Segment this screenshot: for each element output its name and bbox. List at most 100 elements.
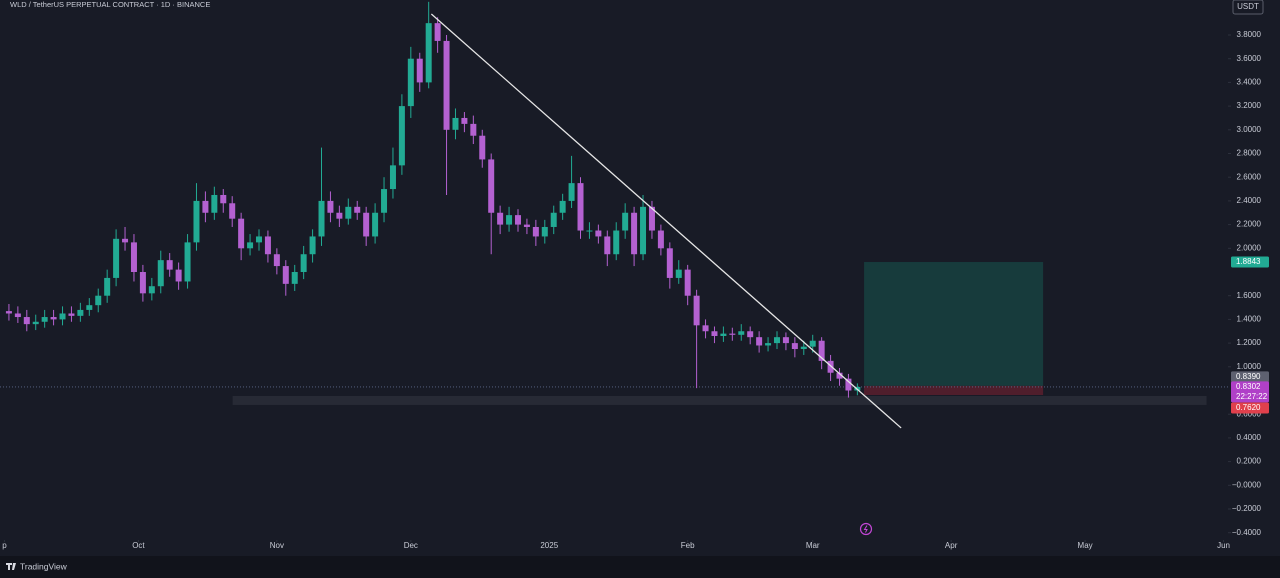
- brand-logo: [6, 563, 16, 570]
- y-tick-label: −0.4000: [1232, 528, 1262, 537]
- y-tick-label: 3.4000: [1237, 78, 1262, 87]
- candle-body: [86, 305, 93, 310]
- currency-box[interactable]: [1232, 0, 1264, 15]
- currency[interactable]: USDT: [1237, 2, 1259, 11]
- candle-body: [282, 266, 289, 284]
- candle-body: [514, 215, 521, 225]
- candle-body: [595, 230, 602, 237]
- candle-body: [604, 236, 611, 255]
- candle-body: [622, 212, 629, 231]
- x-tick-label: Feb: [681, 541, 695, 550]
- candle-body: [648, 206, 655, 231]
- candle-body: [175, 269, 182, 282]
- candle-body: [32, 321, 39, 325]
- x-tick-label: Nov: [270, 541, 284, 550]
- candle-body: [827, 360, 834, 373]
- candle-body: [327, 200, 334, 213]
- zone: [232, 395, 1207, 405]
- x-tick-label: Jun: [1217, 541, 1230, 550]
- candle-body: [425, 23, 432, 83]
- candle-body: [479, 135, 486, 160]
- candle-body: [434, 23, 441, 41]
- candle-body: [720, 333, 727, 336]
- x-tick-label: Dec: [404, 541, 418, 550]
- candle-body: [532, 226, 539, 237]
- candle-body: [657, 230, 664, 249]
- candle-body: [336, 212, 343, 219]
- icon-bolt: [863, 525, 868, 533]
- candle-body: [702, 325, 709, 332]
- candle-body: [77, 309, 84, 316]
- candle-body: [166, 260, 173, 270]
- price-tag-label: 0.8302: [1236, 382, 1261, 391]
- x-tick-label: p: [2, 541, 7, 550]
- position-loss: [864, 385, 1044, 396]
- candle-body: [273, 254, 280, 267]
- candle-body: [577, 183, 584, 231]
- candle-body: [41, 317, 48, 322]
- candle-body: [613, 230, 620, 255]
- candle-body: [300, 254, 307, 273]
- trendline: [430, 13, 902, 429]
- candle-body: [586, 230, 593, 232]
- chart-title: WLD / TetherUS PERPETUAL CONTRACT · 1D ·…: [10, 0, 210, 9]
- candle-body: [157, 260, 164, 287]
- y-tick-label: 2.8000: [1237, 149, 1262, 158]
- candle-body: [791, 343, 798, 350]
- y-tick-label: 3.2000: [1237, 101, 1262, 110]
- candle-body: [309, 236, 316, 255]
- axes: 3.8000 3.6000 3.4000 3.2000 3.0000 2.8000 2.60…: [2, 30, 1269, 550]
- candle-body: [506, 215, 513, 225]
- price-tag: [1231, 402, 1269, 414]
- y-tick-label: 2.2000: [1237, 220, 1262, 229]
- brand-name: TradingView: [20, 561, 68, 571]
- icon-ring: [859, 522, 873, 536]
- candle-body: [747, 331, 754, 338]
- brand[interactable]: TradingView: [6, 561, 68, 571]
- candle-body: [765, 343, 772, 346]
- candle-body: [845, 378, 852, 391]
- candle-body: [452, 117, 459, 130]
- x-tick-label: Oct: [132, 541, 145, 550]
- candle-body: [68, 313, 75, 316]
- candles: [5, 1, 861, 398]
- candle-body: [193, 200, 200, 243]
- candle-body: [220, 194, 227, 204]
- candle-body: [130, 242, 137, 273]
- candle-body: [640, 206, 647, 255]
- y-tick-label: 2.4000: [1237, 196, 1262, 205]
- candle-body: [738, 331, 745, 335]
- y-tick-label: 1.0000: [1237, 362, 1262, 371]
- y-tick-label: −0.0000: [1232, 480, 1262, 489]
- candle-body: [836, 372, 843, 379]
- price-tag: [1231, 381, 1269, 403]
- candle-body: [372, 212, 379, 237]
- candle-body: [5, 311, 12, 314]
- price-tag-label: 0.7620: [1236, 403, 1261, 412]
- y-tick-label: 0.4000: [1237, 433, 1262, 442]
- y-tick-label: 3.6000: [1237, 54, 1262, 63]
- candle-body: [202, 200, 209, 213]
- y-tick-label: 2.0000: [1237, 243, 1262, 252]
- candle-body: [59, 313, 66, 320]
- price-tag: [1231, 371, 1269, 383]
- candle-body: [782, 337, 789, 344]
- candle-body: [711, 331, 718, 336]
- candle-body: [818, 340, 825, 361]
- position-profit: [864, 262, 1044, 386]
- y-tick-label: 1.4000: [1237, 315, 1262, 324]
- candle-body: [363, 212, 370, 237]
- candle-body: [729, 333, 736, 335]
- candle-body: [407, 58, 414, 107]
- candle-body: [497, 212, 504, 225]
- lightning-icon[interactable]: [859, 522, 873, 536]
- candle-body: [550, 212, 557, 227]
- candle-body: [50, 317, 57, 320]
- x-tick-label: Apr: [945, 541, 958, 550]
- candle-body: [318, 200, 325, 237]
- candle-body: [666, 248, 673, 278]
- candle-body: [488, 159, 495, 213]
- y-tick-label: −0.2000: [1232, 504, 1262, 513]
